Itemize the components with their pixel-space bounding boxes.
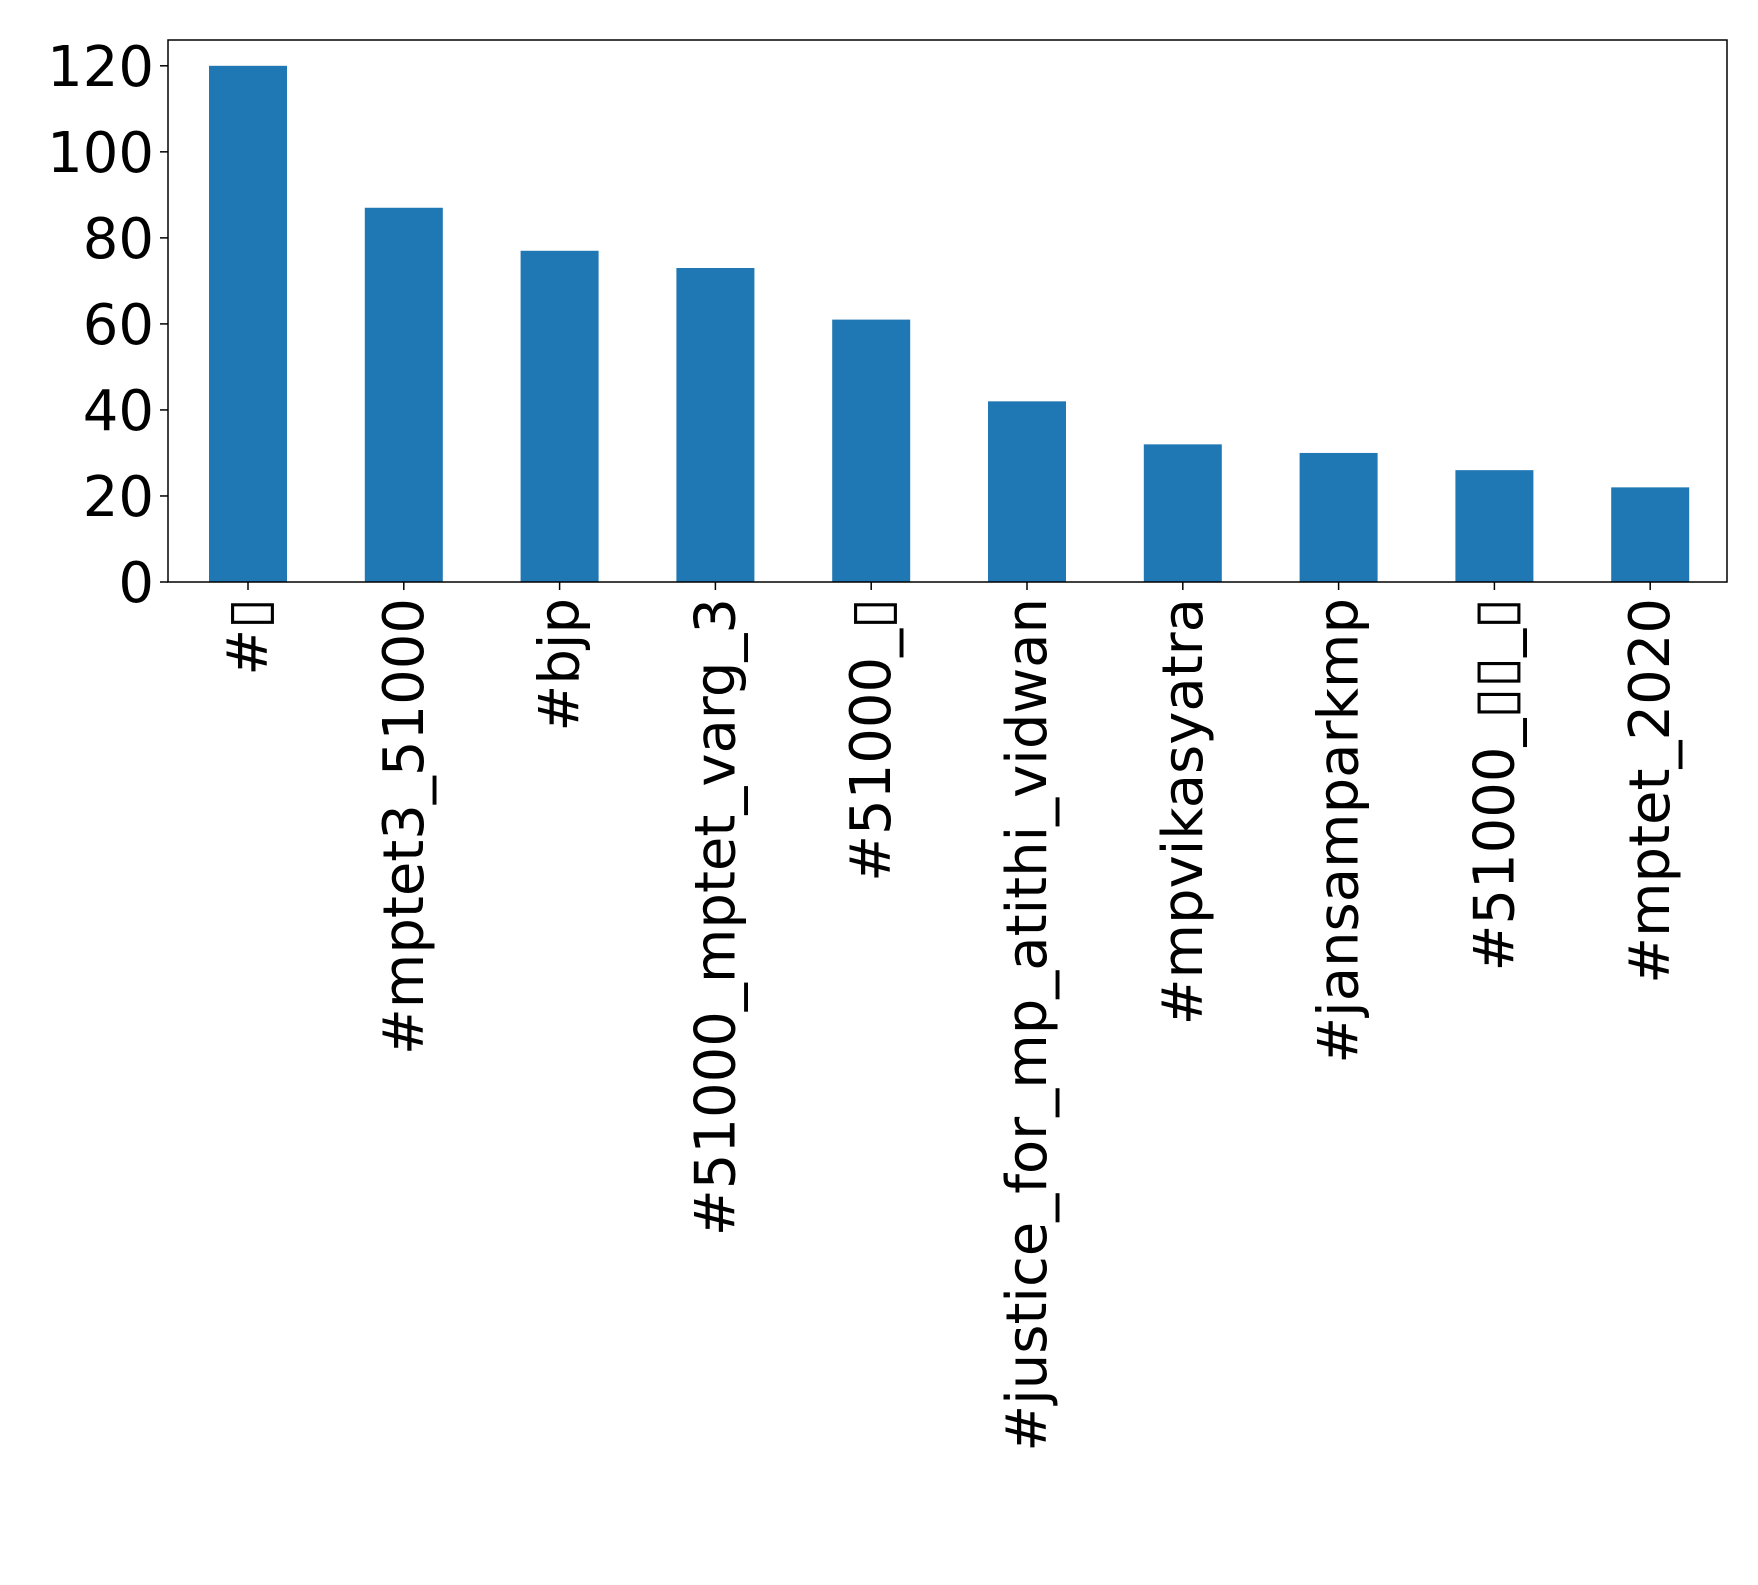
y-axis: 0 20 40 60 80 100 120 — [47, 35, 168, 616]
bar-3 — [676, 267, 755, 582]
y-tick-label-3: 60 — [83, 293, 154, 358]
bar-9 — [1611, 487, 1690, 582]
x-axis: #▯ #mptet3_51000 #bjp #51000_mptet_varg_3 #5… — [216, 582, 1683, 1452]
x-tick-label-7: #jansamparkmp — [1307, 598, 1372, 1064]
bar-5 — [988, 401, 1066, 582]
y-tick-label-6: 120 — [47, 35, 154, 100]
x-tick-label-1: #mptet3_51000 — [372, 598, 437, 1055]
y-tick-label-2: 40 — [83, 379, 154, 444]
bars-layer — [209, 65, 1690, 583]
x-tick-label-8: #51000_▯▯_▯ — [1462, 598, 1527, 972]
bar-2 — [520, 250, 599, 582]
y-tick-label-0: 0 — [118, 551, 154, 616]
bar-7 — [1299, 452, 1378, 582]
x-tick-label-5: #justice_for_mp_atithi_vidwan — [995, 598, 1060, 1452]
bar-4 — [832, 319, 911, 582]
y-tick-label-4: 80 — [83, 207, 154, 272]
y-tick-label-1: 20 — [83, 465, 154, 530]
x-tick-label-9: #mptet_2020 — [1618, 598, 1683, 984]
x-tick-label-2: #bjp — [528, 598, 593, 732]
x-tick-label-4: #51000_▯ — [839, 598, 904, 882]
bar-6 — [1143, 444, 1222, 582]
y-tick-label-5: 100 — [47, 121, 154, 186]
bar-8 — [1455, 470, 1534, 582]
bar-0 — [209, 65, 287, 583]
x-tick-label-6: #mpvikasyatra — [1151, 598, 1216, 1025]
x-tick-label-3: #51000_mptet_varg_3 — [683, 598, 748, 1236]
plot-frame — [167, 39, 1728, 583]
x-tick-label-0: #▯ — [216, 598, 281, 676]
bar-1 — [364, 207, 443, 582]
